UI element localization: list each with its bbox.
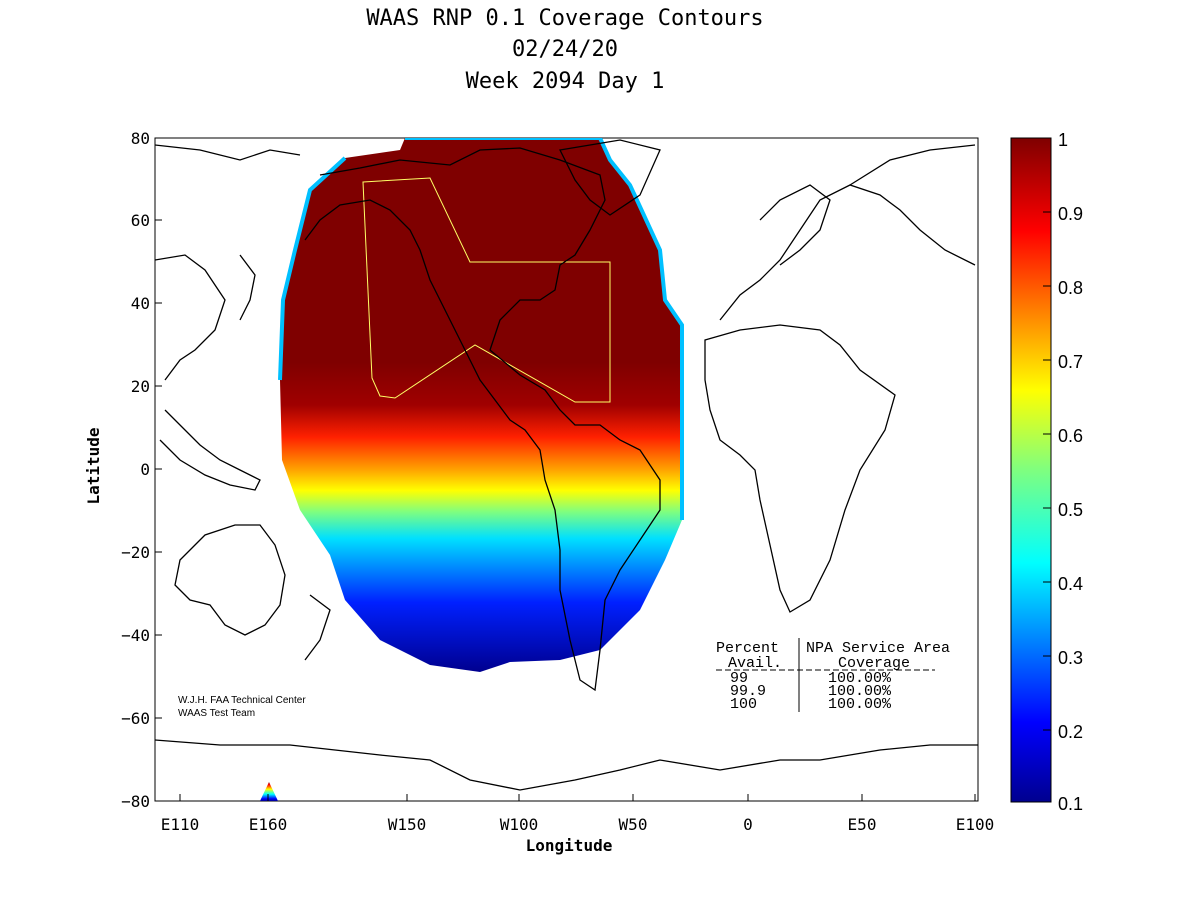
colorbar-label: 0.8	[1058, 278, 1083, 298]
y-tick-label: 40	[131, 294, 150, 313]
y-tick-label: −60	[121, 709, 150, 728]
coastlines	[155, 139, 978, 791]
table-header-col1: Percent	[716, 640, 779, 657]
colorbar-label: 1	[1058, 130, 1068, 150]
y-tick-label: −20	[121, 543, 150, 562]
credit-line2: WAAS Test Team	[178, 708, 255, 719]
table-row-avail: 99	[730, 670, 748, 687]
colorbar-labels: 1 0.9 0.8 0.7 0.6 0.5 0.4 0.3 0.2 0.1	[1058, 130, 1083, 814]
x-tick-labels: E110 E160 W150 W100 W50 0 E50 E100	[161, 815, 995, 834]
colorbar-label: 0.6	[1058, 426, 1083, 446]
x-tick-label: E110	[161, 815, 200, 834]
table-row-coverage: 100.00%	[828, 696, 892, 713]
colorbar	[1010, 137, 1052, 803]
colorbar-label: 0.5	[1058, 500, 1083, 520]
table-row-coverage: 100.00%	[828, 670, 892, 687]
x-tick-label: W150	[388, 815, 427, 834]
antarctic-hotspot	[260, 782, 278, 801]
x-tick-label: E50	[848, 815, 877, 834]
y-axis-title: Latitude	[84, 427, 103, 504]
y-tick-labels: 80 60 40 20 0 −20 −40 −60 −80	[121, 129, 150, 811]
coverage-rim	[405, 138, 684, 520]
coverage-table: Percent NPA Service Area Avail. Coverage…	[716, 638, 950, 713]
colorbar-label: 0.2	[1058, 722, 1083, 742]
y-tick-label: −40	[121, 626, 150, 645]
chart-title: WAAS RNP 0.1 Coverage Contours	[366, 6, 764, 31]
table-sub-col1: Avail.	[728, 655, 782, 672]
y-tick-label: −80	[121, 792, 150, 811]
x-axis-title: Longitude	[526, 836, 613, 855]
coverage-rim-left	[278, 156, 347, 381]
colorbar-label: 0.9	[1058, 204, 1083, 224]
x-tick-label: E160	[249, 815, 288, 834]
y-tick-label: 0	[140, 460, 150, 479]
colorbar-label: 0.3	[1058, 648, 1083, 668]
x-tick-label: E100	[956, 815, 995, 834]
colorbar-label: 0.1	[1058, 794, 1083, 814]
y-tick-label: 80	[131, 129, 150, 148]
y-tick-label: 20	[131, 377, 150, 396]
table-sub-col2: Coverage	[838, 655, 910, 672]
table-row-avail: 99.9	[730, 683, 766, 700]
colorbar-ticks	[1043, 137, 1051, 803]
colorbar-label: 0.7	[1058, 352, 1083, 372]
service-area-boundary	[362, 177, 611, 403]
table-header-col2: NPA Service Area	[806, 640, 950, 657]
axis-ticks	[155, 137, 976, 802]
x-tick-label: W50	[619, 815, 648, 834]
colorbar-label: 0.4	[1058, 574, 1083, 594]
coverage-region	[280, 138, 682, 672]
table-row-coverage: 100.00%	[828, 683, 892, 700]
chart-date: 02/24/20	[512, 37, 618, 62]
x-tick-label: 0	[743, 815, 753, 834]
y-tick-label: 60	[131, 211, 150, 230]
credit-line1: W.J.H. FAA Technical Center	[178, 695, 306, 706]
x-tick-label: W100	[500, 815, 539, 834]
chart-week-day: Week 2094 Day 1	[465, 69, 665, 94]
table-row-avail: 100	[730, 696, 757, 713]
